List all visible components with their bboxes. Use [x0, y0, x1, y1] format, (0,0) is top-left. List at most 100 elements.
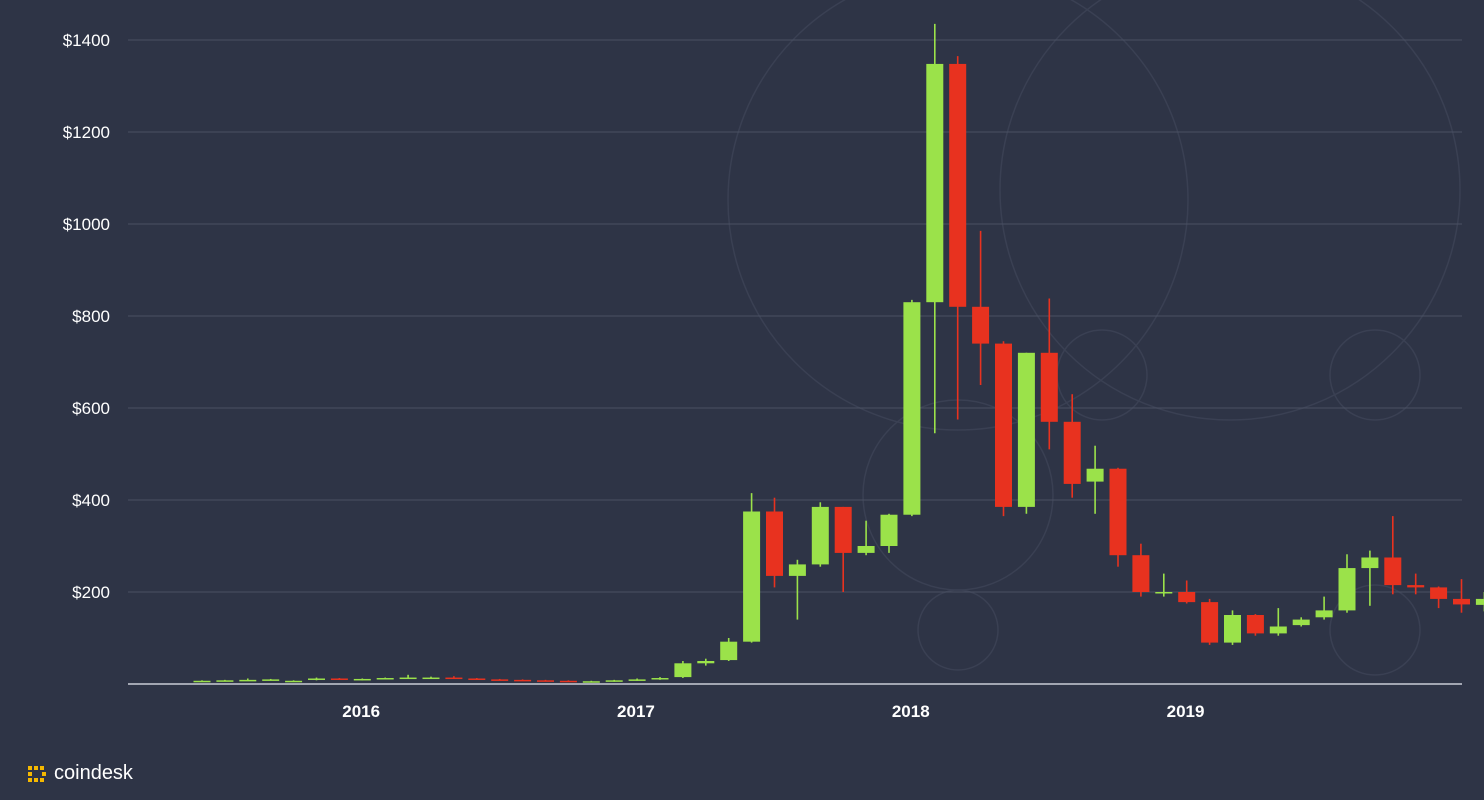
- candle-down: [1384, 516, 1402, 595]
- candle-down: [766, 497, 783, 588]
- candle-up: [926, 23, 944, 434]
- candle-down: [1063, 394, 1081, 498]
- candles: [193, 23, 1484, 683]
- candle-up: [1315, 596, 1333, 620]
- background-decoration: [727, 0, 1461, 676]
- candle-body: [1155, 592, 1173, 594]
- candle-body: [1224, 615, 1241, 643]
- candle-body: [1246, 615, 1264, 634]
- candle-body: [1453, 598, 1470, 605]
- candle-body: [995, 343, 1012, 507]
- candle-body: [1017, 352, 1035, 507]
- candle-body: [1315, 610, 1333, 618]
- candle-body: [628, 679, 646, 681]
- candle-body: [1063, 421, 1081, 484]
- candle-up: [216, 679, 234, 682]
- candle-down: [330, 678, 348, 680]
- candle-down: [559, 680, 577, 683]
- grid-lines: [128, 39, 1462, 685]
- candle-body: [353, 678, 371, 681]
- candle-body: [605, 680, 623, 682]
- x-tick-label: 2019: [1167, 702, 1205, 721]
- candle-down: [1246, 614, 1264, 636]
- candle-down: [1453, 579, 1470, 613]
- candle-body: [1109, 468, 1127, 556]
- candle-body: [376, 678, 394, 680]
- candle-body: [399, 677, 417, 680]
- candle-up: [674, 661, 692, 679]
- candle-body: [285, 680, 303, 683]
- y-tick-label: $400: [72, 491, 110, 510]
- candle-down: [468, 678, 486, 680]
- candle-body: [1384, 557, 1402, 586]
- candle-body: [1338, 568, 1356, 611]
- candle-up: [628, 678, 646, 681]
- candle-body: [1269, 626, 1287, 634]
- background-circle: [1329, 329, 1421, 421]
- candle-body: [514, 679, 532, 682]
- candle-body: [1040, 352, 1058, 422]
- candle-up: [743, 493, 761, 643]
- candle-body: [1475, 598, 1484, 605]
- candle-body: [308, 678, 325, 680]
- candle-up: [285, 680, 303, 683]
- x-axis: 2016 2017 2018 2019: [342, 702, 1204, 721]
- coindesk-logo-icon: [28, 765, 46, 782]
- candle-down: [514, 679, 532, 682]
- candle-body: [674, 663, 692, 678]
- candle-up: [720, 638, 738, 661]
- candle-down: [1178, 580, 1196, 604]
- candle-body: [193, 680, 211, 683]
- y-tick-label: $600: [72, 399, 110, 418]
- background-circle: [1329, 584, 1421, 676]
- candle-up: [903, 299, 921, 517]
- candle-up: [193, 680, 211, 683]
- candle-down: [995, 341, 1012, 517]
- candle-body: [445, 677, 463, 680]
- candle-up: [376, 677, 394, 680]
- candle-body: [811, 506, 829, 565]
- background-circle: [999, 0, 1461, 421]
- background-circle: [917, 589, 999, 671]
- brand-logo[interactable]: coindesk: [28, 762, 133, 785]
- y-tick-label: $800: [72, 307, 110, 326]
- candle-down: [1040, 298, 1058, 450]
- candle-body: [926, 63, 944, 303]
- candle-up: [1292, 617, 1310, 627]
- candle-body: [1201, 602, 1219, 643]
- candle-body: [1132, 555, 1150, 592]
- y-tick-label: $1000: [63, 215, 110, 234]
- candle-body: [697, 661, 715, 664]
- candle-body: [1430, 587, 1448, 599]
- candle-down: [1201, 598, 1219, 645]
- x-tick-label: 2016: [342, 702, 380, 721]
- candle-up: [1269, 608, 1287, 636]
- candle-body: [537, 680, 554, 682]
- brand-name: coindesk: [54, 762, 133, 784]
- candle-up: [1361, 550, 1379, 606]
- candle-body: [216, 680, 234, 682]
- candle-body: [834, 506, 852, 553]
- x-tick-label: 2018: [892, 702, 930, 721]
- candle-down: [1132, 543, 1150, 597]
- candle-down: [537, 679, 554, 682]
- candle-up: [353, 678, 371, 681]
- candle-up: [605, 679, 623, 682]
- candle-body: [766, 511, 783, 576]
- y-axis: $200 $400 $600 $800 $1000 $1200 $1400: [63, 31, 110, 602]
- candle-down: [834, 506, 852, 592]
- candle-body: [1086, 468, 1104, 482]
- candle-up: [239, 678, 257, 682]
- background-circle: [1056, 329, 1148, 421]
- candle-down: [949, 56, 967, 420]
- candle-up: [857, 520, 875, 556]
- candle-body: [720, 641, 738, 661]
- y-tick-label: $1200: [63, 123, 110, 142]
- candle-up: [1086, 445, 1104, 514]
- candle-body: [1178, 592, 1196, 603]
- background-circle: [727, 0, 1189, 431]
- candle-up: [811, 502, 829, 567]
- candle-up: [1017, 352, 1035, 514]
- y-tick-label: $200: [72, 583, 110, 602]
